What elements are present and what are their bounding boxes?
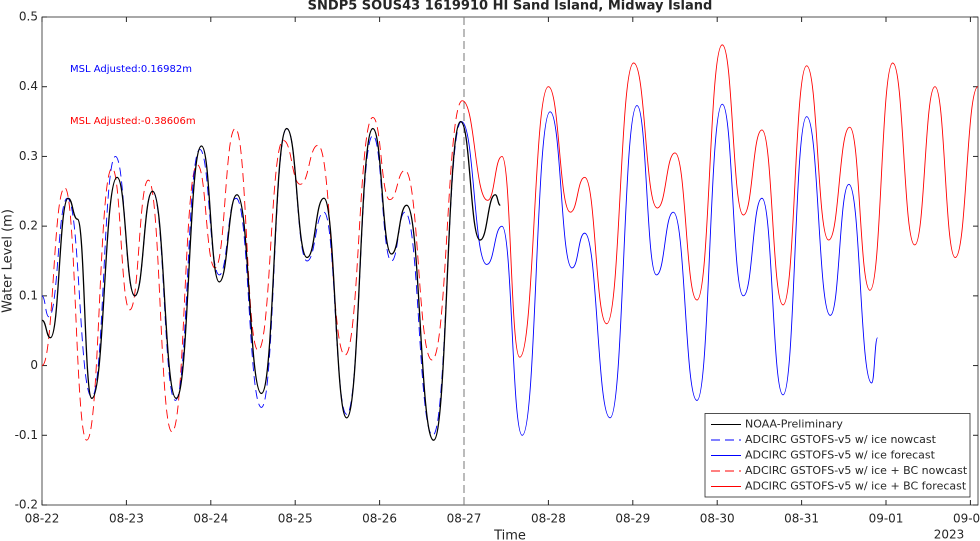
y-tick-label: -0.2 [15,498,38,512]
legend-label: ADCIRC GSTOFS-v5 w/ ice nowcast [745,433,937,446]
y-tick-label: 0.2 [19,219,38,233]
series-line [41,121,462,436]
legend-label: ADCIRC GSTOFS-v5 w/ ice + BC forecast [745,480,967,493]
x-axis-label: Time [493,529,526,541]
x-tick-label: 08-23 [109,512,144,526]
series-line [462,44,979,358]
y-tick-label: 0.3 [19,149,38,163]
chart-title: SNDP5 SOUS43 1619910 HI Sand Island, Mid… [308,0,713,14]
x-tick-label: 08-26 [362,512,397,526]
x-tick-label: 08-25 [278,512,313,526]
x-tick-label: 09-02 [953,512,980,526]
series-line [41,120,501,441]
legend-label: NOAA-Preliminary [745,418,843,431]
annotation: MSL Adjusted:0.16982m [70,64,192,75]
y-tick-label: -0.1 [15,428,38,442]
x-tick-label: 08-30 [700,512,735,526]
x-tick-label: 08-22 [25,512,60,526]
x-tick-label: 09-01 [869,512,904,526]
x-tick-label: 08-24 [193,512,228,526]
annotation: MSL Adjusted:-0.38606m [70,116,196,127]
x-tick-label: 08-27 [447,512,482,526]
legend-label: ADCIRC GSTOFS-v5 w/ ice + BC nowcast [745,464,968,477]
legend-label: ADCIRC GSTOFS-v5 w/ ice forecast [745,449,936,462]
plot-frame [41,16,979,506]
x-year-label: 2023 [934,528,965,541]
y-axis-label: Water Level (m) [1,209,16,313]
legend-box [704,413,971,498]
y-tick-label: 0 [30,358,38,372]
y-tick-label: 0.5 [19,10,38,24]
series-line [461,103,879,436]
x-tick-label: 08-29 [615,512,650,526]
x-tick-label: 08-31 [784,512,819,526]
y-tick-label: 0.4 [19,79,38,93]
x-tick-label: 08-28 [531,512,566,526]
y-tick-label: 0.1 [19,288,38,302]
